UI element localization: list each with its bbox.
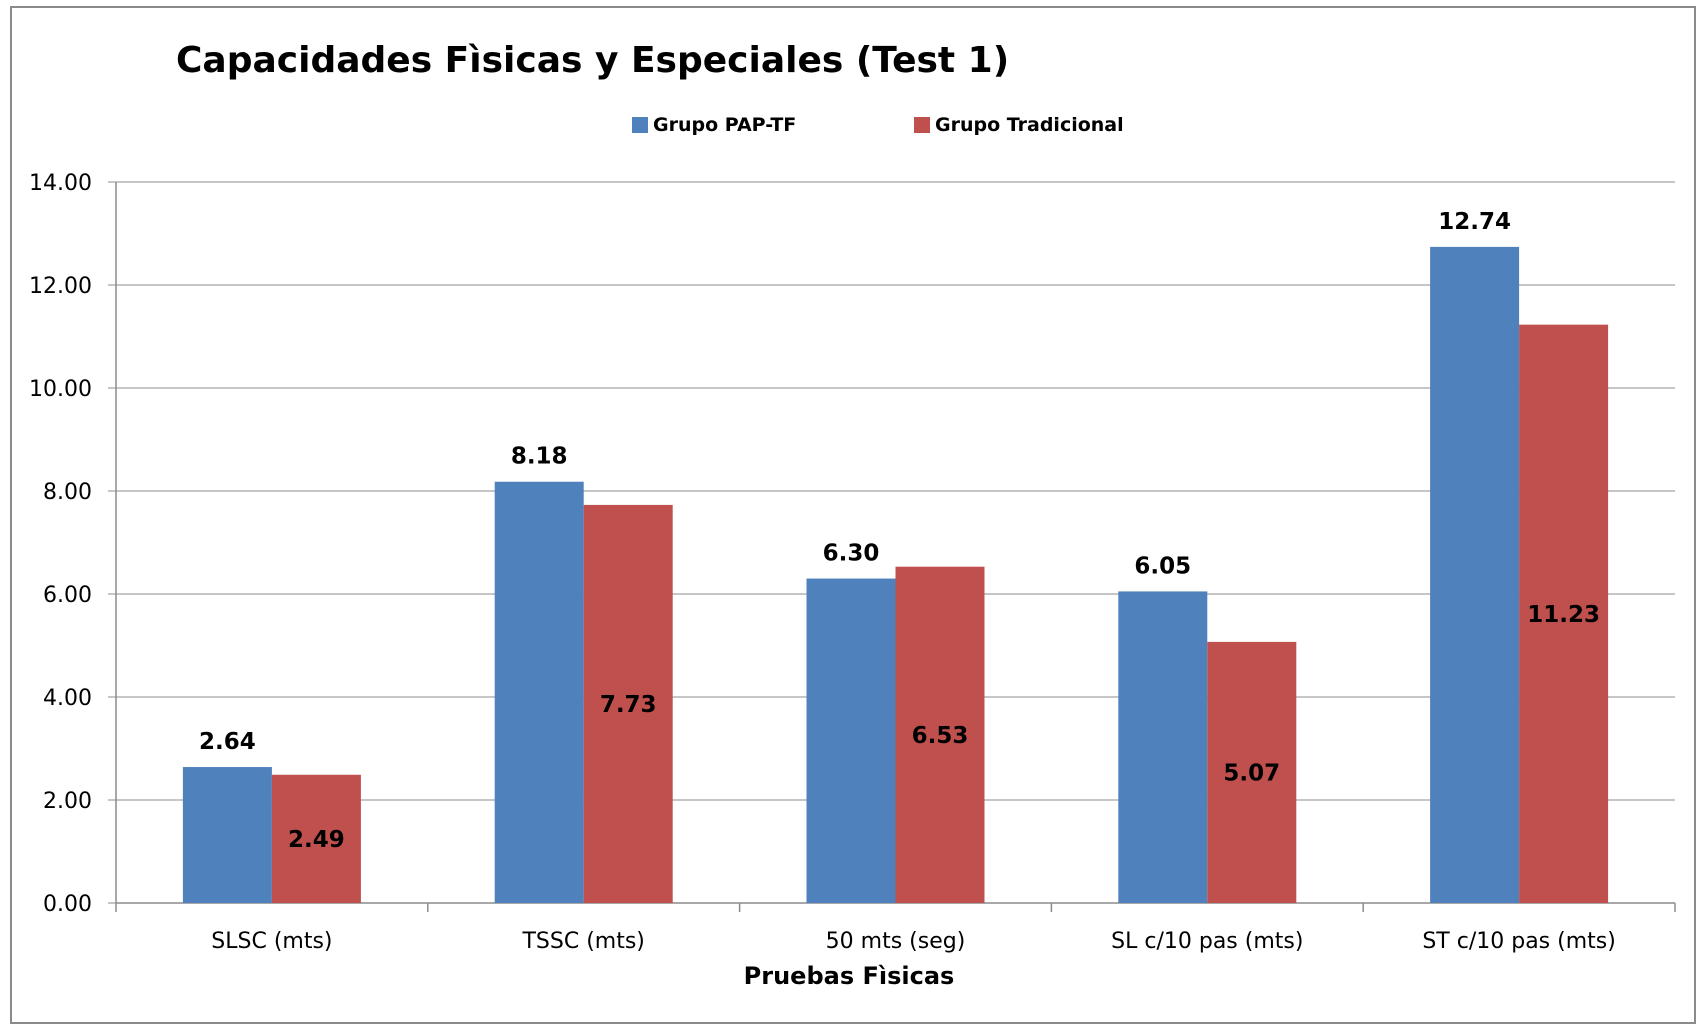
y-tick-label: 14.00 — [29, 171, 92, 196]
bar-grupo-tradicional — [583, 504, 673, 903]
data-label: 7.73 — [600, 692, 657, 718]
y-tick-label: 6.00 — [43, 583, 92, 608]
x-axis-title: Pruebas Fìsicas — [743, 962, 955, 990]
x-tick-label: SL c/10 pas (mts) — [1111, 929, 1303, 954]
x-tick-label: 50 mts (seg) — [826, 929, 966, 954]
data-label: 6.53 — [912, 723, 969, 749]
bar-grupo-tradicional — [271, 774, 361, 903]
y-tick-label: 10.00 — [29, 377, 92, 402]
bar-grupo-tradicional — [895, 566, 985, 903]
data-label: 8.18 — [511, 444, 568, 470]
legend-item-series-1: Grupo PAP-TF — [632, 114, 796, 136]
data-label: 2.64 — [199, 729, 256, 755]
bar-grupo-pap-tf — [1118, 591, 1208, 903]
bar-grupo-pap-tf — [806, 578, 896, 903]
legend-item-series-2: Grupo Tradicional — [914, 114, 1124, 136]
legend-label-series-2: Grupo Tradicional — [935, 114, 1124, 136]
x-tick-label: ST c/10 pas (mts) — [1422, 929, 1615, 954]
legend-label-series-1: Grupo PAP-TF — [653, 114, 797, 136]
x-tick-label: SLSC (mts) — [211, 929, 332, 954]
chart-title: Capacidades Fìsicas y Especiales (Test 1… — [176, 40, 1010, 81]
bar-grupo-tradicional — [1207, 641, 1297, 903]
x-tick-label: TSSC (mts) — [521, 929, 644, 954]
bar-grupo-pap-tf — [182, 767, 272, 903]
data-label: 6.05 — [1134, 553, 1191, 579]
y-tick-label: 8.00 — [43, 480, 92, 505]
y-tick-label: 2.00 — [43, 789, 92, 814]
data-label: 12.74 — [1438, 209, 1511, 235]
data-label: 11.23 — [1527, 602, 1600, 628]
legend-swatch-series-1 — [632, 117, 648, 133]
legend-swatch-series-2 — [914, 117, 930, 133]
data-label: 2.49 — [288, 827, 345, 853]
y-tick-label: 12.00 — [29, 274, 92, 299]
bar-grupo-pap-tf — [494, 481, 584, 903]
data-label: 6.30 — [823, 541, 880, 567]
data-label: 5.07 — [1223, 760, 1280, 786]
y-tick-label: 4.00 — [43, 686, 92, 711]
bar-grupo-tradicional — [1519, 324, 1609, 903]
bar-grupo-pap-tf — [1430, 246, 1520, 903]
y-tick-label: 0.00 — [43, 892, 92, 917]
